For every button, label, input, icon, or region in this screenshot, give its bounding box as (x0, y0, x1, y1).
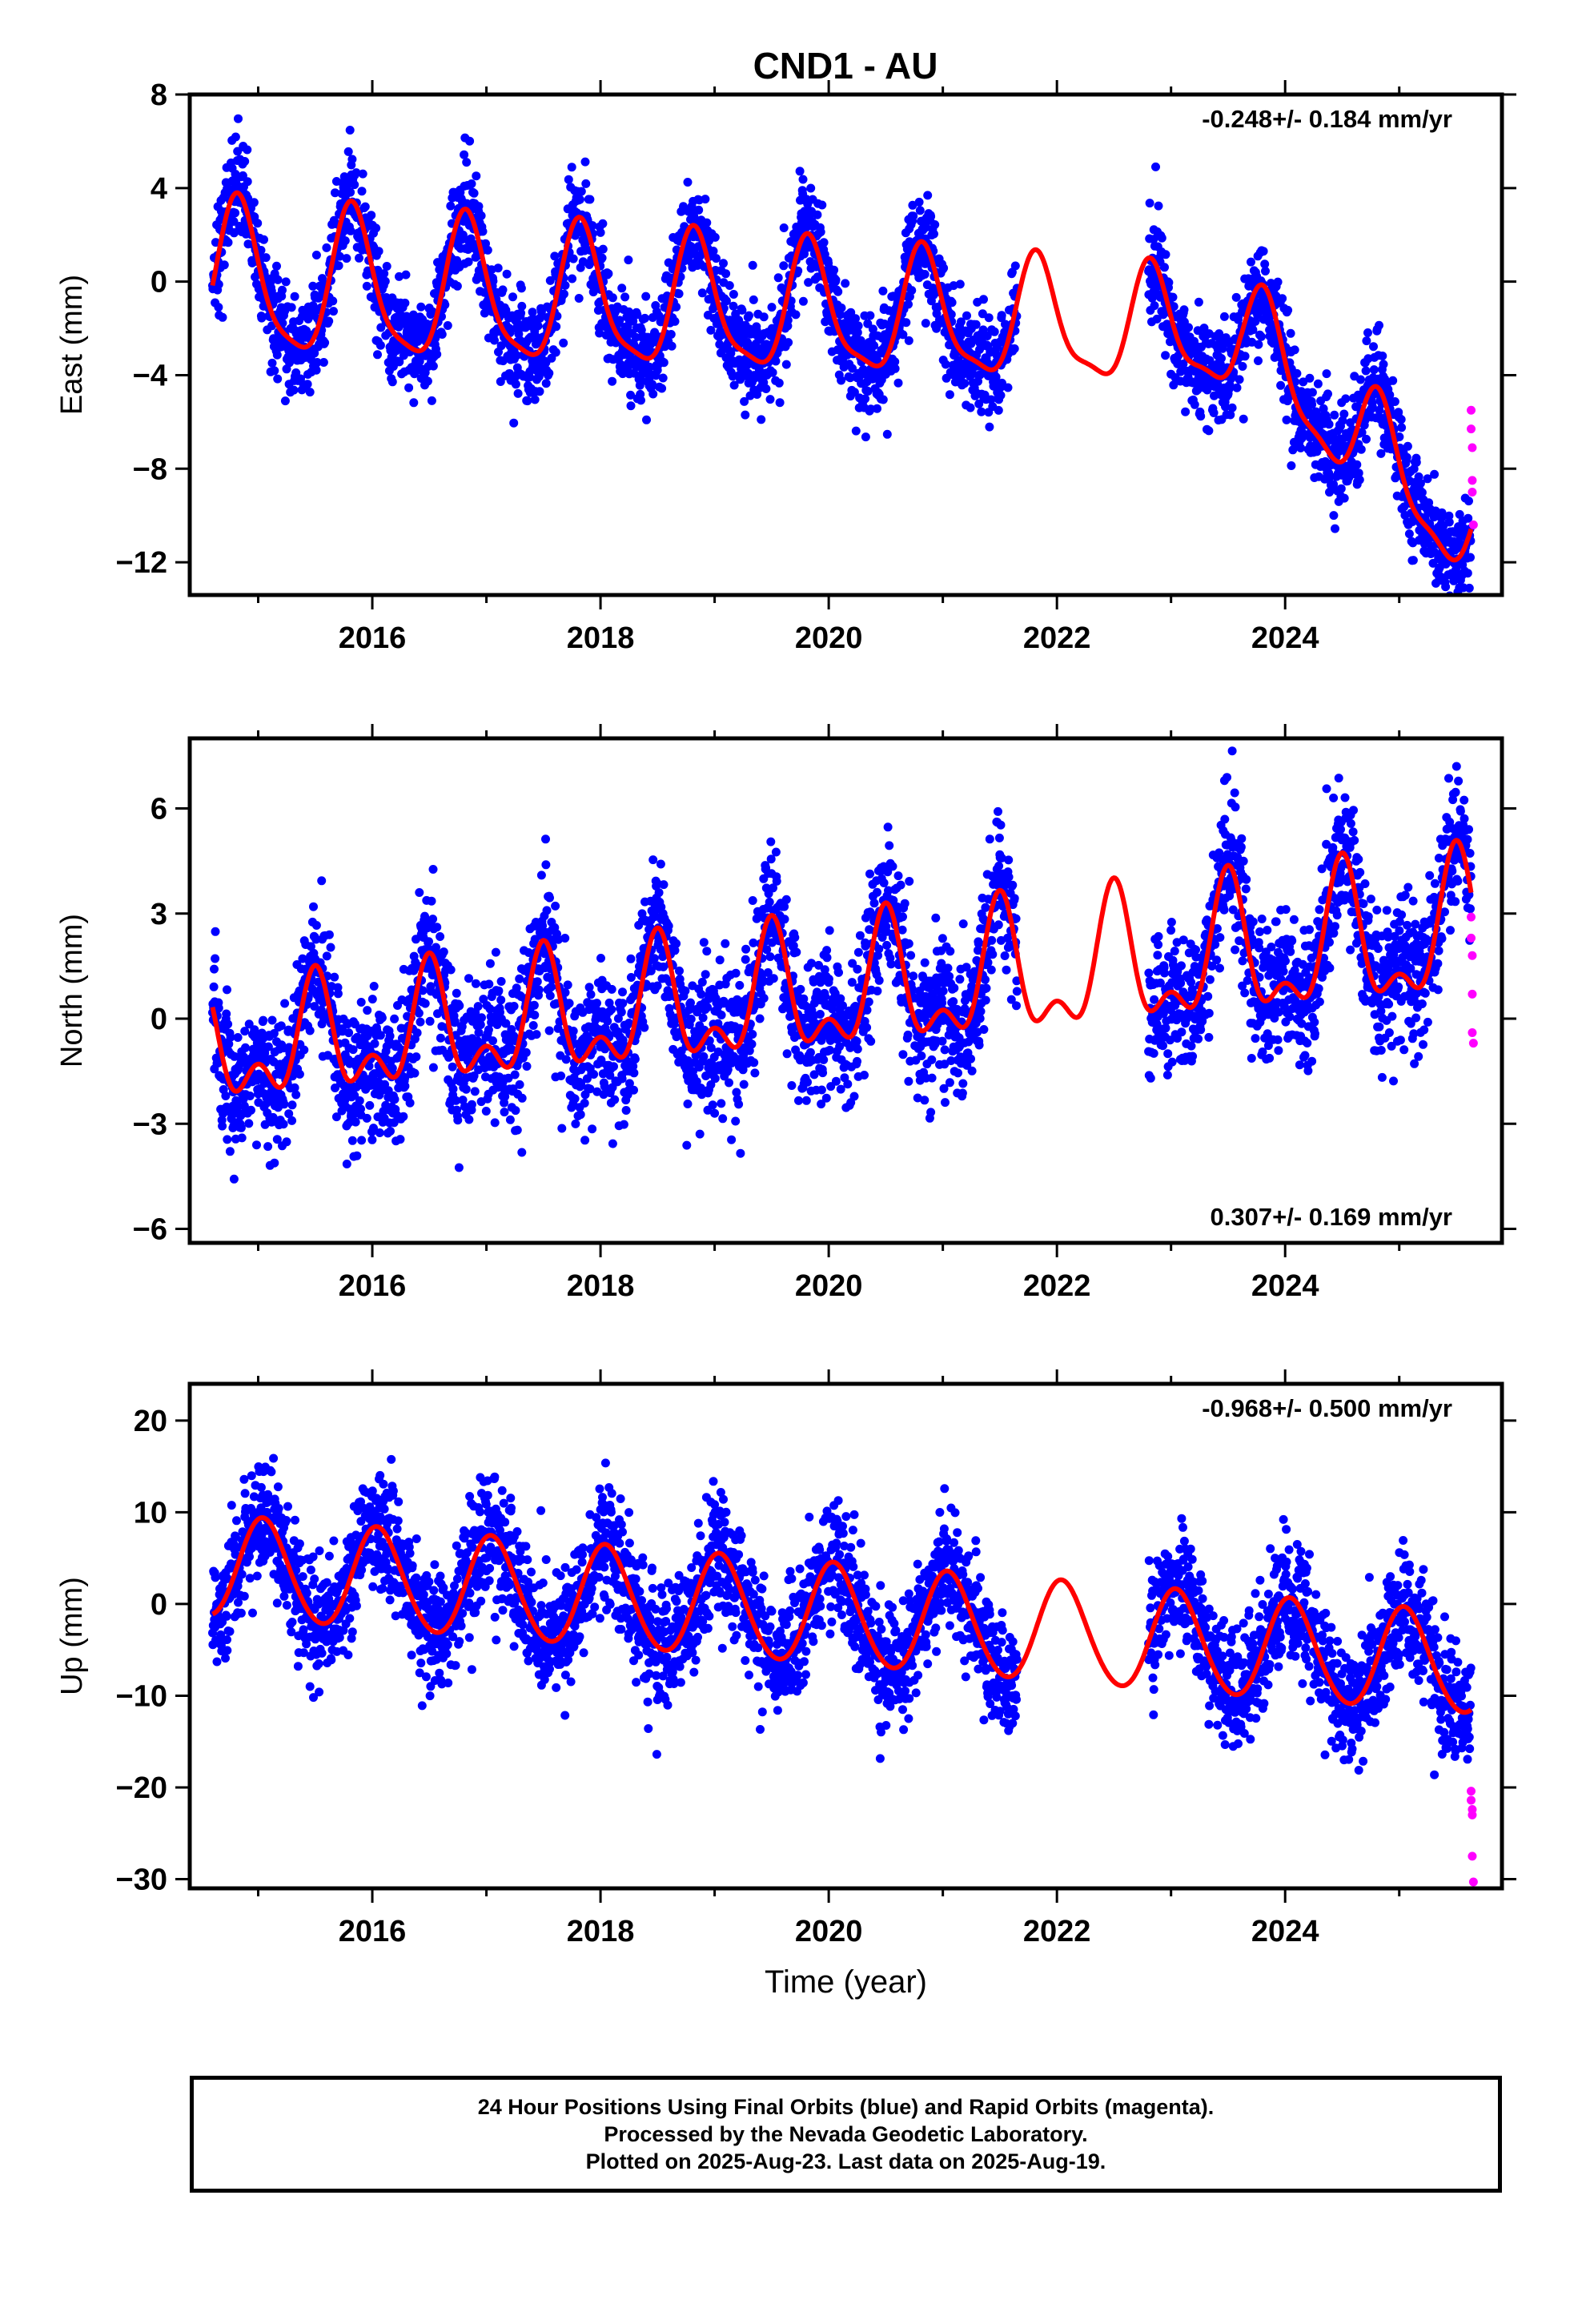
rapid-orbit-point (1467, 1795, 1476, 1805)
y-tick-label: 4 (151, 172, 167, 206)
rate-label: -0.968+/- 0.500 mm/yr (1202, 1394, 1452, 1422)
chart-title: CND1 - AU (753, 45, 938, 86)
model-curve (210, 838, 1474, 1094)
y-tick-label: −4 (133, 359, 167, 392)
rapid-orbit-point (1468, 1877, 1478, 1887)
y-axis-label: Up (mm) (55, 1577, 89, 1695)
rapid-orbit-point (1468, 951, 1477, 960)
y-axis-label: East (mm) (55, 275, 89, 415)
model-curve (211, 1515, 1473, 1715)
y-axis-label: North (mm) (55, 914, 89, 1068)
final-orbit-point-cloud (208, 746, 1476, 1184)
x-tick-label: 2018 (567, 1269, 635, 1303)
x-axis-label: Time (year) (765, 1964, 927, 2000)
x-tick-label: 2020 (795, 621, 863, 655)
rate-label: -0.248+/- 0.184 mm/yr (1202, 105, 1452, 133)
final-orbit-point-cloud (208, 1454, 1476, 1779)
y-tick-label: 0 (151, 1003, 167, 1036)
x-tick-label: 2020 (795, 1915, 863, 1948)
rapid-orbit-point (1468, 476, 1477, 485)
x-tick-label: 2022 (1023, 1269, 1091, 1303)
y-tick-label: 3 (151, 898, 167, 931)
north-panel: 2016 2018 2020 2022 2024 6 3 0 −3 −6 North (mm) 0.3… (55, 724, 1516, 1303)
model-curve (210, 190, 1474, 563)
final-orbit-points (208, 746, 1476, 1184)
x-tick-label: 2024 (1251, 621, 1319, 655)
y-tick-label: −6 (133, 1213, 167, 1247)
caption-line-3: Plotted on 2025-Aug-23. Last data on 202… (585, 2149, 1106, 2173)
x-tick-label: 2022 (1023, 1915, 1091, 1948)
rapid-orbit-point (1467, 424, 1476, 434)
y-tick-label: 10 (134, 1496, 167, 1530)
y-tick-label: −12 (116, 546, 167, 580)
y-tick-label: 20 (134, 1405, 167, 1438)
final-orbit-points (208, 1454, 1476, 1779)
rapid-orbit-point (1468, 487, 1477, 497)
y-tick-label: −20 (116, 1771, 167, 1805)
y-tick-label: 8 (151, 78, 167, 112)
x-tick-label: 2020 (795, 1269, 863, 1303)
plot-frame (187, 1381, 1504, 1891)
y-tick-label: 6 (151, 793, 167, 826)
rapid-orbit-point (1468, 443, 1477, 452)
plot-frame (187, 736, 1504, 1245)
y-tick-label: −3 (133, 1108, 167, 1141)
caption-line-1: 24 Hour Positions Using Final Orbits (bl… (477, 2095, 1215, 2119)
rapid-orbit-point (1468, 989, 1477, 999)
x-tick-label: 2024 (1251, 1915, 1319, 1948)
x-tick-label: 2022 (1023, 621, 1091, 655)
y-tick-label: 0 (151, 266, 167, 300)
x-tick-label: 2016 (339, 1269, 407, 1303)
x-tick-label: 2016 (339, 1915, 407, 1948)
y-tick-label: −30 (116, 1864, 167, 1897)
rapid-orbit-point (1468, 1852, 1477, 1861)
x-tick-label: 2018 (567, 621, 635, 655)
rapid-orbit-point (1468, 1810, 1477, 1819)
rapid-orbit-point (1467, 1787, 1476, 1796)
y-tick-label: 0 (151, 1588, 167, 1622)
rapid-orbit-point (1467, 405, 1476, 415)
plot-frame (187, 92, 1504, 597)
y-tick-label: −10 (116, 1679, 167, 1713)
rate-label: 0.307+/- 0.169 mm/yr (1211, 1203, 1452, 1231)
rapid-orbit-point (1467, 933, 1476, 943)
east-panel: 2016 2018 2020 2022 2024 8 4 0 −4 −8 −12 East (mm) -… (55, 78, 1516, 655)
rapid-orbit-point (1468, 1028, 1477, 1037)
rapid-orbit-point (1467, 912, 1476, 922)
y-tick-label: −8 (133, 452, 167, 486)
caption-line-2: Processed by the Nevada Geodetic Laborat… (604, 2122, 1088, 2146)
x-tick-label: 2018 (567, 1915, 635, 1948)
caption-box: 24 Hour Positions Using Final Orbits (bl… (190, 2076, 1502, 2193)
up-panel: 2016 2018 2020 2022 2024 20 10 0 −10 −20 −30 Up (mm… (55, 1369, 1516, 2000)
x-tick-label: 2024 (1251, 1269, 1319, 1303)
x-tick-label: 2016 (339, 621, 407, 655)
final-orbit-point-cloud (208, 114, 1476, 595)
rapid-orbit-point (1468, 1039, 1478, 1048)
rapid-orbit-point (1468, 520, 1478, 529)
final-orbit-points (208, 114, 1476, 595)
